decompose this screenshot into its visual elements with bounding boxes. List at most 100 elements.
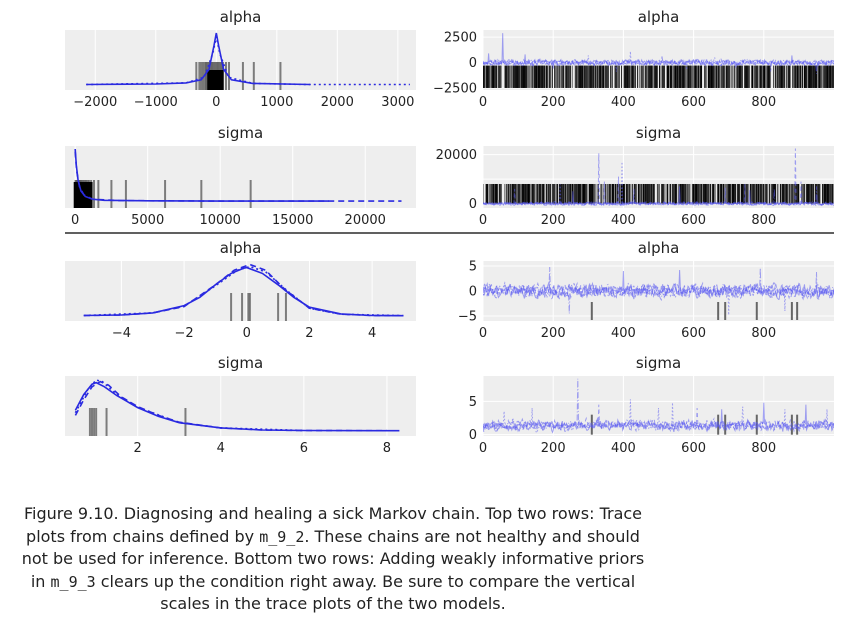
x-tick-label: 200 [541, 326, 566, 341]
plot-area [483, 33, 834, 88]
density-line-solid [74, 381, 400, 432]
y-tick-label: 0 [469, 285, 477, 300]
chart-panel-7: 0 200 400 600 800 5 0 sigma [469, 354, 834, 456]
panel-title: sigma [218, 124, 263, 142]
x-tick-label: 8 [383, 441, 391, 456]
panel-background [65, 376, 416, 436]
x-tick-label: 0 [243, 326, 251, 341]
y-tick-label: 0 [469, 428, 477, 443]
panel-title: sigma [218, 354, 263, 372]
x-tick-label: 0 [479, 326, 487, 341]
y-tick-label: 5 [469, 260, 477, 275]
x-tick-label: 6 [300, 441, 308, 456]
x-tick-label: 0 [479, 213, 487, 228]
caption-code-m_9_3: m_9_3 [50, 572, 96, 591]
x-tick-label: 4 [368, 326, 376, 341]
trace-line-chain-4 [483, 56, 834, 74]
density-line-dotted [86, 36, 410, 86]
panel-background [65, 261, 416, 321]
y-tick-label: −5 [458, 310, 477, 325]
x-tick-label: 2 [134, 441, 142, 456]
plot-area [83, 263, 404, 321]
x-tick-label: 3000 [381, 95, 414, 110]
trace-line-chain-2 [483, 404, 834, 433]
x-tick-label: 0 [71, 213, 79, 228]
plot-area [74, 379, 400, 436]
plot-area [483, 378, 834, 435]
x-tick-label: 0 [479, 441, 487, 456]
density-line-dotted [83, 265, 404, 317]
caption-text-part-1: Figure 9.10. Diagnosing and healing a si… [23, 504, 643, 546]
y-tick-label: 2500 [444, 31, 477, 46]
panel-title: alpha [638, 8, 680, 26]
panel-title: sigma [636, 124, 681, 142]
y-tick-label: 0 [469, 56, 477, 71]
x-tick-label: 15000 [272, 213, 313, 228]
density-line-dotted [74, 379, 304, 432]
panel-title: alpha [220, 8, 262, 26]
trace-line-chain-3 [483, 399, 834, 434]
x-tick-label: −1000 [134, 95, 178, 110]
density-line-dashed [74, 151, 402, 202]
plot-area [86, 32, 410, 90]
panel-title: alpha [220, 239, 262, 257]
chart-panel-3: 0 200 400 600 800 20000 0 sigma [436, 124, 834, 228]
x-tick-label: 0 [212, 95, 220, 110]
x-tick-label: −2 [175, 326, 194, 341]
x-tick-label: 600 [681, 326, 706, 341]
plot-area [483, 148, 834, 207]
trace-line-chain-4 [483, 266, 834, 314]
panel-title: sigma [636, 354, 681, 372]
x-tick-label: 800 [751, 95, 776, 110]
x-tick-label: 600 [681, 95, 706, 110]
plot-area [483, 266, 834, 320]
panel-title: alpha [638, 239, 680, 257]
caption-text-part-3: clears up the condition right away. Be s… [95, 571, 636, 614]
x-tick-label: 800 [751, 441, 776, 456]
x-tick-label: 800 [751, 213, 776, 228]
y-tick-label: 5 [469, 395, 477, 410]
x-tick-label: 1000 [260, 95, 293, 110]
x-tick-label: 10000 [200, 213, 241, 228]
y-tick-label: −2500 [433, 81, 477, 96]
chart-panel-6: 2 4 6 8 sigma [65, 354, 416, 456]
x-tick-label: 2 [305, 326, 313, 341]
panel-background [65, 146, 416, 208]
trace-line-chain-4 [483, 186, 834, 207]
trace-line-chain-2 [483, 58, 834, 67]
chart-panel-0: −2000 −1000 0 1000 2000 3000 alpha [65, 8, 416, 110]
x-tick-label: 400 [611, 95, 636, 110]
x-tick-label: 800 [751, 326, 776, 341]
y-tick-label: 20000 [436, 148, 477, 163]
density-line-solid [86, 32, 311, 86]
figure-caption: Figure 9.10. Diagnosing and healing a si… [20, 503, 646, 616]
chart-panel-4: −4 −2 0 2 4 alpha [65, 239, 416, 341]
x-tick-label: 400 [611, 441, 636, 456]
trace-line-chain-4 [483, 378, 834, 433]
x-tick-label: 0 [479, 95, 487, 110]
rug-dense-block [207, 70, 224, 90]
x-tick-label: 2000 [321, 95, 354, 110]
caption-code-m_9_2: m_9_2 [259, 527, 305, 546]
x-tick-label: 20000 [345, 213, 386, 228]
chart-panel-2: 0 5000 10000 15000 20000 sigma [65, 124, 416, 228]
x-tick-label: 400 [611, 213, 636, 228]
density-line-dashed [74, 380, 387, 432]
y-tick-label: 0 [469, 197, 477, 212]
plot-area [73, 148, 402, 208]
x-tick-label: 5000 [131, 213, 164, 228]
x-tick-label: −2000 [73, 95, 117, 110]
caption-text-part-2: . These chains are not healthy and shoul… [21, 526, 645, 591]
x-tick-label: 400 [611, 326, 636, 341]
x-tick-label: 600 [681, 213, 706, 228]
x-tick-label: 200 [541, 213, 566, 228]
x-tick-label: 200 [541, 441, 566, 456]
x-tick-label: −4 [112, 326, 131, 341]
x-tick-label: 600 [681, 441, 706, 456]
x-tick-label: 200 [541, 95, 566, 110]
x-tick-label: 4 [217, 441, 225, 456]
trace-line-chain-3 [483, 281, 834, 316]
